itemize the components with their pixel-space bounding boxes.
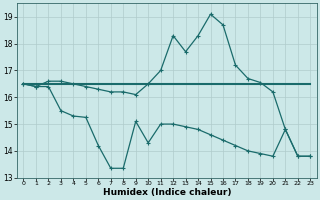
X-axis label: Humidex (Indice chaleur): Humidex (Indice chaleur) xyxy=(103,188,231,197)
